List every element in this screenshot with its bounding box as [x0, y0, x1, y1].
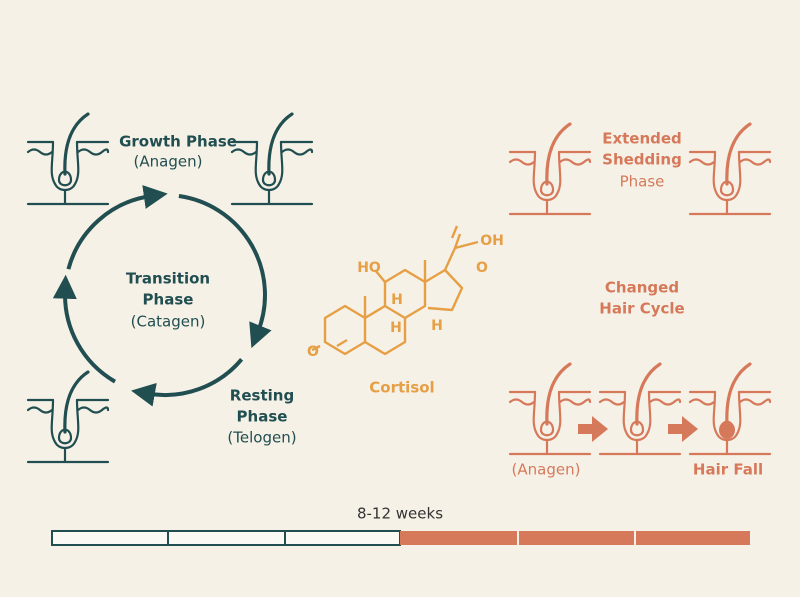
atom-label: H	[390, 320, 402, 336]
sequence-arrow	[668, 416, 698, 442]
phase-title: Phase	[143, 291, 194, 309]
atom-label: O	[307, 344, 319, 360]
atom-label: H	[431, 318, 443, 334]
sequence-label: Hair Fall	[693, 461, 763, 479]
phase-title: Extended	[602, 130, 682, 148]
sequence-label: (Anagen)	[512, 461, 581, 479]
timeline-divider	[167, 531, 286, 545]
cycle-arrows	[52, 185, 272, 407]
atom-label: H	[391, 292, 403, 308]
cycle-arrow	[52, 274, 117, 384]
timeline	[51, 530, 750, 546]
phase-title: Shedding	[602, 151, 682, 169]
phase-subtitle: (Anagen)	[134, 153, 203, 171]
falling-bulb	[719, 421, 735, 439]
cycle-arrow	[66, 185, 168, 270]
timeline-extended	[400, 531, 750, 545]
sequence-arrow	[578, 416, 608, 442]
sequence-arrows	[578, 416, 698, 442]
section-title: Hair Cycle	[599, 300, 684, 318]
phase-title: Phase	[237, 408, 288, 426]
atom-labels: HO O OH O H H H	[307, 233, 504, 360]
cycle-arrow	[178, 194, 272, 349]
cycle-arrow	[131, 358, 244, 407]
molecule-structure	[311, 225, 479, 356]
phase-title: Growth Phase	[119, 133, 237, 151]
section-title: Changed	[605, 279, 679, 297]
atom-label: HO	[357, 260, 381, 276]
timeline-divider	[517, 531, 636, 545]
timeline-label: 8-12 weeks	[357, 505, 443, 523]
molecule-name: Cortisol	[369, 379, 434, 397]
atom-label: O	[476, 260, 488, 276]
phase-subtitle: (Catagen)	[131, 313, 206, 331]
timeline-normal	[51, 530, 401, 546]
phase-subtitle: Phase	[620, 173, 665, 191]
phase-subtitle: (Telogen)	[227, 429, 296, 447]
phase-title: Resting	[230, 387, 294, 405]
atom-label: OH	[480, 233, 504, 249]
phase-title: Transition	[126, 270, 210, 288]
